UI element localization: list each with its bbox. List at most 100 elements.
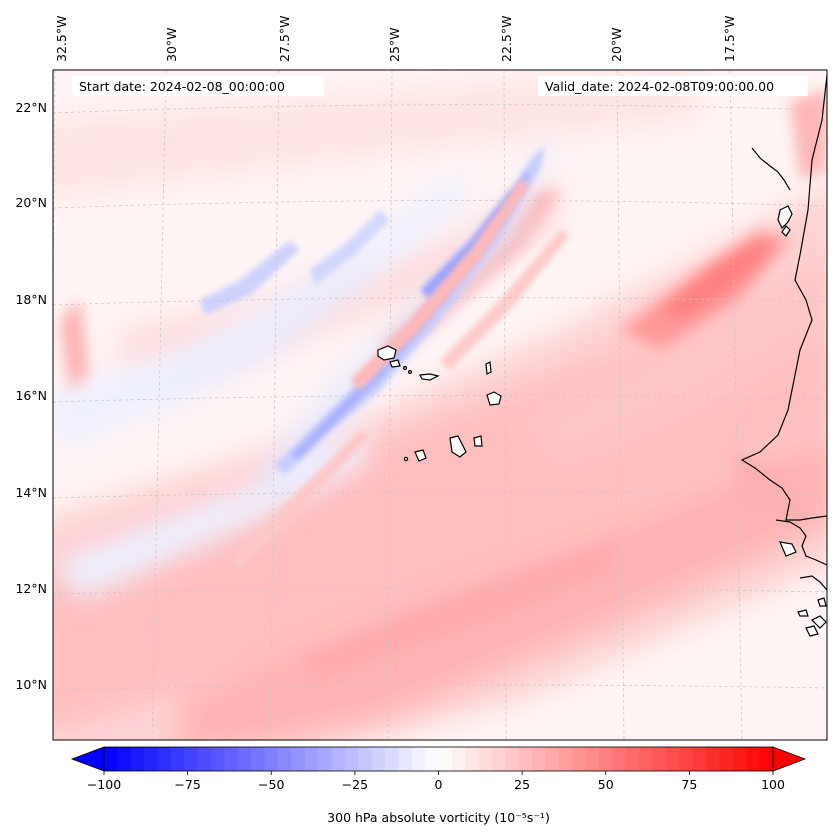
cape-verde-islands xyxy=(377,345,502,462)
coastline-guinea-bissau xyxy=(775,519,827,566)
colorbar-segment xyxy=(652,747,667,771)
lon-label-27-5w: 27.5°W xyxy=(277,16,292,62)
lon-label-20w: 20°W xyxy=(609,27,624,62)
colorbar-segment xyxy=(398,747,413,771)
lat-label-22n: 22°N xyxy=(15,100,47,115)
colorbar-segment xyxy=(732,747,747,771)
island-maio xyxy=(473,435,483,447)
island-sal xyxy=(485,361,492,375)
lon-label-25w: 25°W xyxy=(387,27,402,62)
colorbar-segment xyxy=(545,747,560,771)
lon-label-17-5w: 17.5°W xyxy=(722,16,737,62)
longitude-labels: 32.5°W 30°W 27.5°W 25°W 22.5°W 20°W 17.5… xyxy=(54,16,737,62)
colorbar-segment xyxy=(130,747,145,771)
colorbar-segments xyxy=(104,747,774,771)
coastline-mauritania-senegal xyxy=(740,74,827,521)
colorbar-segment xyxy=(358,747,373,771)
lon-label-22-5w: 22.5°W xyxy=(499,16,514,62)
colorbar-segment xyxy=(104,747,118,771)
colorbar-segment xyxy=(117,747,132,771)
colorbar-segment xyxy=(505,747,520,771)
colorbar-segment xyxy=(304,747,319,771)
lat-label-18n: 18°N xyxy=(15,292,47,307)
colorbar: −100 −75 −50 −25 0 25 50 75 100 300 hPa absolute… xyxy=(70,746,807,825)
map-panel[interactable]: Start date: 2024-02-08_00:00:00 Valid_da… xyxy=(20,70,837,760)
gridline-22-5w xyxy=(503,70,507,740)
island-santa-luzia xyxy=(403,366,408,371)
island-brava xyxy=(403,456,409,462)
colorbar-segment xyxy=(451,747,466,771)
islet-2 xyxy=(797,609,809,617)
colorbar-tick-label: 25 xyxy=(514,777,530,792)
negative-vorticity-streak xyxy=(200,145,545,475)
lat-label-12n: 12°N xyxy=(15,581,47,596)
colorbar-segment xyxy=(585,747,600,771)
colorbar-tick-label: −100 xyxy=(87,777,121,792)
islet-3 xyxy=(810,615,827,629)
colorbar-segment xyxy=(384,747,399,771)
islet-5 xyxy=(817,597,827,607)
colorbar-ticks: −100 −75 −50 −25 0 25 50 75 100 xyxy=(87,771,785,792)
colorbar-segment xyxy=(625,747,640,771)
lon-label-32-5w: 32.5°W xyxy=(54,16,69,62)
islet xyxy=(781,225,791,237)
coastline-cap-blanc xyxy=(751,147,791,191)
africa-coastline xyxy=(740,74,827,637)
lat-label-10n: 10°N xyxy=(15,677,47,692)
island-boa-vista xyxy=(486,391,502,406)
colorbar-segment xyxy=(719,747,734,771)
colorbar-extend-max xyxy=(772,746,807,772)
gridline-10n xyxy=(53,684,827,691)
colorbar-segment xyxy=(170,747,185,771)
colorbar-tick-label: 50 xyxy=(598,777,614,792)
gridline-22n xyxy=(53,104,827,114)
colorbar-segment xyxy=(706,747,721,771)
colorbar-segment xyxy=(264,747,279,771)
colorbar-segment xyxy=(532,747,547,771)
colorbar-segment xyxy=(344,747,359,771)
colorbar-segment xyxy=(237,747,252,771)
gridline-14n xyxy=(53,491,827,499)
gridline-25w xyxy=(387,70,393,740)
banc-arguin-islet xyxy=(777,205,793,230)
colorbar-segment xyxy=(425,747,440,771)
colorbar-segment xyxy=(478,747,493,771)
island-sao-nicolau xyxy=(419,373,440,381)
island-santo-antao xyxy=(377,345,397,361)
gridline-17-5w xyxy=(729,70,743,740)
colorbar-segment xyxy=(371,747,386,771)
colorbar-tick-label: −75 xyxy=(174,777,200,792)
lat-label-16n: 16°N xyxy=(15,388,47,403)
start-date-label: Start date: 2024-02-08_00:00:00 xyxy=(79,79,285,94)
colorbar-segment xyxy=(679,747,694,771)
colorbar-tick-label: 0 xyxy=(435,777,443,792)
colorbar-segment xyxy=(251,747,266,771)
islet-4 xyxy=(805,625,819,637)
negative-vorticity-broad xyxy=(53,140,550,600)
island-fogo xyxy=(414,449,427,462)
gridline-16n xyxy=(53,395,827,403)
island-santiago xyxy=(449,435,467,458)
colorbar-segment xyxy=(612,747,627,771)
colorbar-segment xyxy=(665,747,680,771)
lat-label-20n: 20°N xyxy=(15,195,47,210)
colorbar-segment xyxy=(331,747,346,771)
colorbar-segment xyxy=(438,747,453,771)
colorbar-segment xyxy=(518,747,533,771)
colorbar-segment xyxy=(746,747,761,771)
colorbar-tick-label: −25 xyxy=(342,777,368,792)
colorbar-segment xyxy=(197,747,212,771)
colorbar-segment xyxy=(558,747,573,771)
colorbar-segment xyxy=(224,747,239,771)
colorbar-label: 300 hPa absolute vorticity (10⁻⁵s⁻¹) xyxy=(327,810,550,825)
colorbar-extend-min xyxy=(70,746,105,772)
gridline-18n xyxy=(53,297,827,306)
island-ilheu xyxy=(408,370,413,375)
colorbar-tick-label: −50 xyxy=(258,777,284,792)
colorbar-segment xyxy=(599,747,614,771)
colorbar-tick-label: 75 xyxy=(681,777,697,792)
colorbar-segment xyxy=(492,747,506,771)
colorbar-segment xyxy=(144,747,159,771)
island-sao-vicente xyxy=(389,359,401,368)
